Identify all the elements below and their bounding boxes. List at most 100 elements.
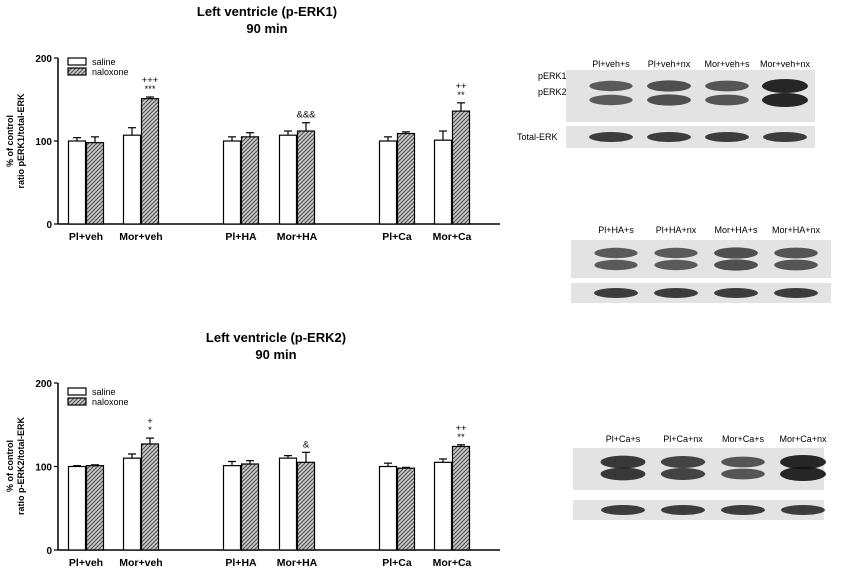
chart2-bar-saline-Pl+Ca (378, 465, 398, 551)
blot1-perk-band (647, 80, 691, 92)
chart2-bar-naloxone-Mor+HA (296, 461, 316, 551)
chart1-legend-label-saline: saline (92, 57, 116, 67)
blot3-perk-band (721, 456, 765, 468)
chart2-significance-marker: ++ (455, 423, 467, 434)
blot2-total-erk-band (654, 288, 698, 298)
blot3-perk-band (660, 468, 706, 480)
chart1-bar-naloxone-Pl+Ca (396, 132, 416, 225)
blot2-total-erk-band (594, 288, 638, 298)
chart1-significance-marker: ++ (455, 81, 467, 92)
chart1-bar-naloxone-Pl+HA (240, 136, 260, 225)
chart1-ytick-label: 200 (35, 54, 52, 65)
chart2-bar-naloxone-Mor+veh (140, 443, 160, 551)
chart1-ytick-label: 0 (46, 220, 52, 231)
chart1-bar-saline-Mor+veh (122, 134, 142, 225)
blot1-perk-band (762, 79, 808, 93)
chart2-bar-naloxone-Pl+veh (85, 465, 105, 551)
chart2-bar-saline-Mor+HA (278, 457, 298, 551)
blot3-perk-band (780, 455, 826, 469)
blot1-perk-band (705, 80, 749, 92)
chart1-significance-marker: *** (144, 84, 155, 95)
chart2-xtick-label: Mor+HA (277, 557, 318, 567)
chart1-bar-naloxone-Mor+veh (140, 98, 160, 225)
blot1-lane-label: Mor+veh+nx (760, 59, 811, 69)
chart1-ytick-label: 100 (35, 137, 52, 148)
blot1-perk-band (762, 93, 808, 107)
blot2-phospho-membrane (571, 240, 831, 278)
chart2-legend-label-naloxone: naloxone (92, 397, 129, 407)
blot3-perk-band (721, 468, 765, 480)
chart1-plot-area: 0 100 200 Pl+veh Mor+veh Pl+HA Mor+HA Pl+Ca Mor+… (35, 54, 500, 243)
chart1-bar-naloxone-Pl+veh (85, 142, 105, 225)
blot2-lane-label: Pl+HA+nx (656, 225, 697, 235)
chart2-bar-saline-Pl+veh (67, 465, 87, 551)
blot2-total-erk-band (714, 288, 758, 298)
blot1-lane-label: Pl+veh+nx (648, 59, 691, 69)
chart-perk2: Left ventricle (p-ERK2) 90 min % of cont… (5, 330, 500, 567)
blot2-perk-band (714, 247, 758, 259)
chart1-significance-marker: &&& (296, 110, 316, 121)
chart2-bar-naloxone-Pl+HA (240, 463, 260, 551)
chart1-ylabel-line2: ratio pERK1/total-ERK (16, 93, 26, 189)
chart2-bar-naloxone-Pl+Ca (396, 467, 416, 551)
blot3-lane-label: Pl+Ca+nx (663, 434, 703, 444)
chart2-ylabel-line1: % of control (5, 440, 15, 492)
chart2-xtick-label: Mor+veh (119, 557, 162, 567)
blot2-perk-band (654, 259, 698, 271)
blot2-perk-band (774, 247, 818, 259)
chart1-xtick-label: Mor+Ca (433, 231, 472, 243)
blot3-lane-label: Pl+Ca+s (606, 434, 641, 444)
blot1-lane-label: Pl+veh+s (592, 59, 630, 69)
chart1-legend-swatch-saline (67, 57, 87, 66)
blot3-total-erk-band (661, 505, 705, 515)
chart2-bar-saline-Mor+veh (122, 457, 142, 551)
blot2-perk-band (654, 247, 698, 259)
blot3-total-erk-band (781, 505, 825, 515)
chart1-xtick-label: Pl+HA (225, 231, 257, 243)
blot2-total-erk-band (774, 288, 818, 298)
blot2-lane-label: Mor+HA+s (714, 225, 758, 235)
blot1-total-erk-band (705, 132, 749, 142)
chart2-bar-naloxone-Mor+Ca (451, 445, 471, 551)
blot3-lane-label: Mor+Ca+nx (779, 434, 827, 444)
chart1-xtick-label: Mor+veh (119, 231, 162, 243)
chart1-bar-saline-Pl+veh (67, 140, 87, 225)
chart2-legend-swatch-saline (67, 387, 87, 396)
blot3-perk-band (660, 456, 706, 468)
chart1-legend-swatch-naloxone (67, 67, 87, 76)
chart1-significance-marker: ** (457, 90, 465, 101)
chart2-xtick-label: Pl+HA (225, 557, 257, 567)
chart1-bar-saline-Pl+Ca (378, 140, 398, 225)
chart2-subtitle: 90 min (255, 347, 296, 362)
chart1-significance-marker: +++ (142, 75, 159, 86)
chart2-ytick-label: 100 (35, 463, 52, 474)
blot2-lane-label: Pl+HA+s (598, 225, 634, 235)
western-blot-panels: Pl+veh+s Pl+veh+nx Mor+veh+s Mor+veh+nx pERK… (517, 59, 831, 520)
chart2-bar-saline-Mor+Ca (433, 461, 453, 551)
blot1-lane-label: Mor+veh+s (704, 59, 750, 69)
chart1-title: Left ventricle (p-ERK1) (197, 4, 337, 19)
chart2-legend-swatch-naloxone (67, 397, 87, 406)
blot3-perk-band (780, 467, 826, 481)
blot2-perk-band (714, 259, 758, 271)
chart2-xtick-label: Mor+Ca (433, 557, 472, 567)
chart2-bar-saline-Pl+HA (222, 465, 242, 551)
chart2-legend-label-saline: saline (92, 387, 116, 397)
blot3-total-erk-band (601, 505, 645, 515)
chart1-xtick-label: Mor+HA (277, 231, 318, 243)
blot2-perk-band (594, 259, 638, 271)
chart-perk1: Left ventricle (p-ERK1) 90 min % of cont… (5, 4, 500, 243)
blot1-perk-band (589, 80, 633, 92)
chart1-bar-saline-Mor+Ca (433, 139, 453, 225)
chart1-bar-saline-Mor+HA (278, 134, 298, 225)
chart2-xtick-label: Pl+veh (69, 557, 103, 567)
blot2-lane-label: Mor+HA+nx (772, 225, 821, 235)
blot2-perk-band (594, 247, 638, 259)
blot3-total-erk-band (721, 505, 765, 515)
chart1-bar-naloxone-Mor+Ca (451, 110, 471, 225)
blot1-row-label: Total-ERK (517, 132, 558, 142)
blot3-perk-band (600, 455, 646, 469)
chart2-significance-marker: & (303, 439, 310, 450)
chart2-significance-marker: * (148, 425, 152, 436)
